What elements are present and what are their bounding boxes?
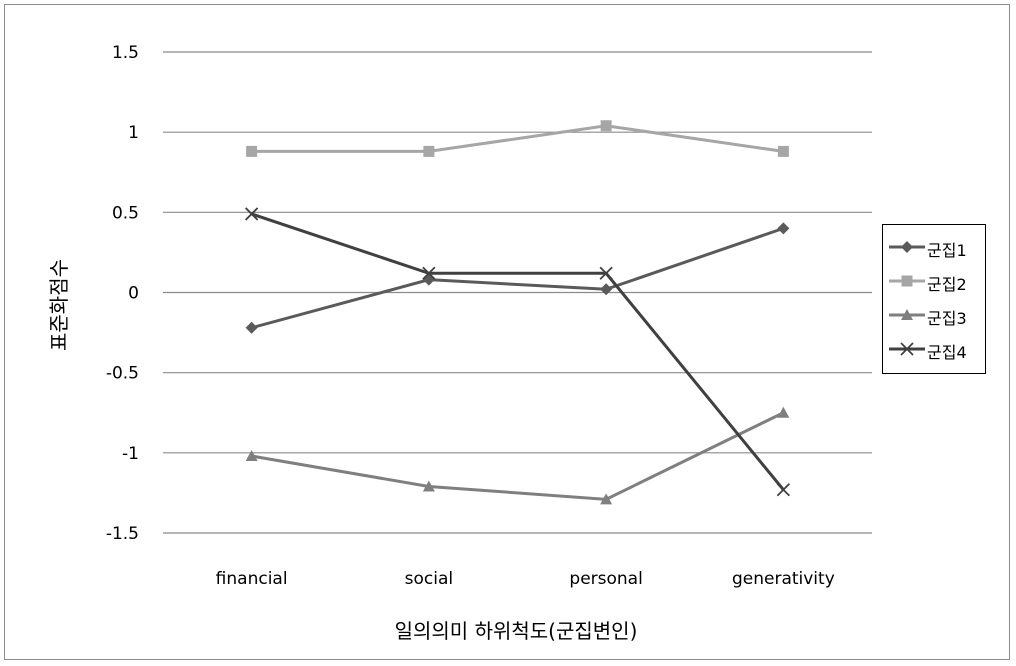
legend-label: 군집2 <box>927 275 967 294</box>
data-point <box>599 266 613 280</box>
data-point <box>777 145 789 157</box>
legend-marker <box>900 342 914 356</box>
legend-swatch <box>889 342 925 356</box>
legend-swatch <box>889 241 925 253</box>
x-tick-label: generativity <box>732 569 835 589</box>
series-3 <box>245 406 790 505</box>
legend-item: 군집1 <box>883 235 987 260</box>
x-tick-label: financial <box>216 569 288 589</box>
y-tick-label: 0.5 <box>112 203 139 223</box>
legend-item: 군집3 <box>883 303 987 328</box>
legend-swatch <box>889 309 925 320</box>
data-point <box>245 321 258 334</box>
legend-marker <box>901 241 913 253</box>
legend-item: 군집4 <box>883 337 987 362</box>
y-tick-label: -0.5 <box>106 364 139 384</box>
y-axis-title: 표준화점수 <box>47 259 71 351</box>
data-point <box>600 283 613 296</box>
data-point <box>777 222 790 235</box>
series-line <box>251 226 784 330</box>
x-axis-title: 일의의미 하위척도(군집변인) <box>395 619 638 643</box>
y-tick-label: -1.5 <box>106 524 139 544</box>
data-point <box>600 120 612 132</box>
legend-label: 군집1 <box>927 241 967 260</box>
series-line <box>251 411 785 501</box>
chart-frame <box>4 4 1010 660</box>
data-point <box>422 480 435 492</box>
series-line <box>251 212 785 491</box>
legend-item: 군집2 <box>883 269 987 294</box>
x-tick-label: social <box>405 569 453 589</box>
legend: 군집1 군집2 군집3 군집4 <box>882 224 986 374</box>
data-point <box>422 266 436 280</box>
x-tick-label: personal <box>569 569 642 589</box>
y-tick-label: -1 <box>122 444 139 464</box>
data-point <box>777 406 790 418</box>
data-point <box>600 493 613 505</box>
legend-marker <box>901 309 913 320</box>
legend-swatch <box>889 275 925 287</box>
y-tick-label: 1 <box>128 123 139 143</box>
series-line <box>251 124 784 153</box>
series-4 <box>244 207 791 497</box>
data-point <box>246 145 258 157</box>
legend-label: 군집3 <box>927 309 967 328</box>
data-point <box>244 207 259 221</box>
y-tick-label: 1.5 <box>112 43 139 63</box>
y-tick-label: 0 <box>128 284 139 304</box>
legend-marker <box>901 275 913 287</box>
legend-label: 군집4 <box>927 343 967 362</box>
series-1 <box>245 222 790 334</box>
data-point <box>422 273 435 286</box>
data-point <box>423 145 435 157</box>
data-point <box>245 450 258 462</box>
series-2 <box>246 120 789 157</box>
data-point <box>776 483 791 497</box>
